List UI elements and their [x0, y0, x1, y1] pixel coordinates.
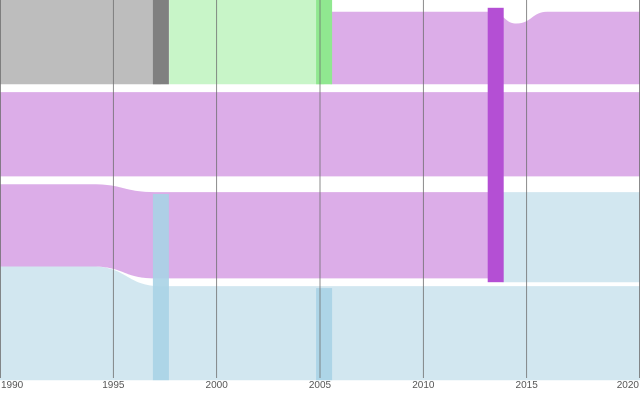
tick-label-1995: 1995 [102, 380, 125, 391]
node-blue-2005 [316, 288, 333, 381]
flow-blue-upper [501, 192, 640, 283]
node-gray-1997 [152, 0, 169, 85]
tick-label-2010: 2010 [412, 380, 435, 391]
tick-label-1990: 1990 [1, 380, 24, 391]
flow-purple-top [330, 11, 640, 85]
node-purple-2013 [487, 7, 504, 283]
node-blue-1997 [152, 194, 169, 381]
flow-gray-band [0, 0, 161, 85]
tick-label-2000: 2000 [206, 380, 229, 391]
tick-label-2005: 2005 [309, 380, 332, 391]
flow-purple-cross [0, 184, 492, 279]
x-axis-ticks: 1990 1995 2000 2005 2010 2015 2020 [1, 380, 639, 391]
flow-green-band [169, 0, 325, 85]
tick-label-2020: 2020 [617, 380, 640, 391]
node-green-2005 [316, 0, 333, 85]
tick-label-2015: 2015 [516, 380, 539, 391]
